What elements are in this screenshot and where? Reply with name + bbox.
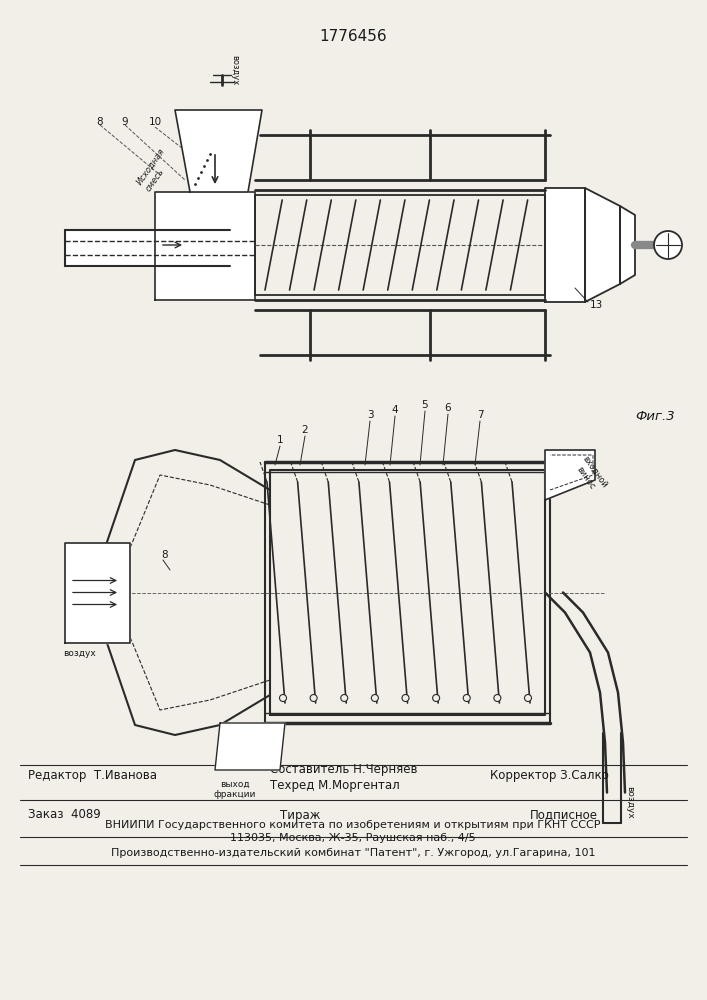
Text: Техред М.Моргентал: Техред М.Моргентал: [270, 778, 399, 792]
Text: ВНИИПИ Государственного комитета по изобретениям и открытиям при ГКНТ СССР: ВНИИПИ Государственного комитета по изоб…: [105, 820, 601, 830]
Text: 1: 1: [276, 435, 284, 445]
Text: Исходная
смесь: Исходная смесь: [135, 147, 175, 193]
Text: Фиг.3: Фиг.3: [635, 410, 674, 423]
Text: воздух: воздух: [625, 786, 634, 819]
Polygon shape: [215, 723, 285, 770]
Text: 2: 2: [302, 425, 308, 435]
Text: воздух: воздух: [230, 55, 240, 85]
Text: Тираж: Тираж: [280, 808, 320, 822]
Text: 13: 13: [590, 300, 603, 310]
Polygon shape: [65, 542, 130, 643]
Text: 113035, Москва, Ж-35, Раушская наб., 4/5: 113035, Москва, Ж-35, Раушская наб., 4/5: [230, 833, 476, 843]
Text: 4: 4: [392, 405, 398, 415]
Circle shape: [371, 694, 378, 702]
Circle shape: [433, 694, 440, 702]
Text: Редактор  Т.Иванова: Редактор Т.Иванова: [28, 768, 157, 782]
Circle shape: [525, 694, 532, 702]
Circle shape: [494, 694, 501, 702]
Circle shape: [341, 694, 348, 702]
Text: входной
винос: входной винос: [571, 454, 609, 496]
Text: Производственно-издательский комбинат "Патент", г. Ужгород, ул.Гагарина, 101: Производственно-издательский комбинат "П…: [111, 848, 595, 858]
Polygon shape: [545, 188, 585, 302]
Text: Корректор З.Салко: Корректор З.Салко: [490, 768, 609, 782]
Circle shape: [402, 694, 409, 702]
Text: 1776456: 1776456: [319, 29, 387, 44]
Polygon shape: [585, 188, 620, 302]
Text: 7: 7: [477, 410, 484, 420]
Polygon shape: [175, 110, 262, 192]
Circle shape: [310, 694, 317, 702]
Text: 6: 6: [445, 403, 451, 413]
Polygon shape: [270, 470, 545, 715]
Circle shape: [654, 231, 682, 259]
Text: 8: 8: [97, 117, 103, 127]
Text: Подписное: Подписное: [530, 808, 598, 822]
Text: 9: 9: [122, 117, 128, 127]
Polygon shape: [255, 195, 545, 295]
Polygon shape: [65, 230, 230, 266]
Text: 5: 5: [421, 400, 428, 410]
Text: воздух: воздух: [63, 648, 95, 658]
Text: 3: 3: [367, 410, 373, 420]
Polygon shape: [545, 450, 595, 500]
Text: Заказ  4089: Заказ 4089: [28, 808, 101, 822]
Text: Составитель Н.Черняев: Составитель Н.Черняев: [270, 764, 418, 776]
Polygon shape: [155, 192, 255, 300]
Text: выход
фракции: выход фракции: [214, 780, 256, 799]
Text: 10: 10: [148, 117, 162, 127]
Text: 8: 8: [162, 550, 168, 560]
Polygon shape: [620, 206, 635, 284]
Circle shape: [279, 694, 286, 702]
Circle shape: [463, 694, 470, 702]
